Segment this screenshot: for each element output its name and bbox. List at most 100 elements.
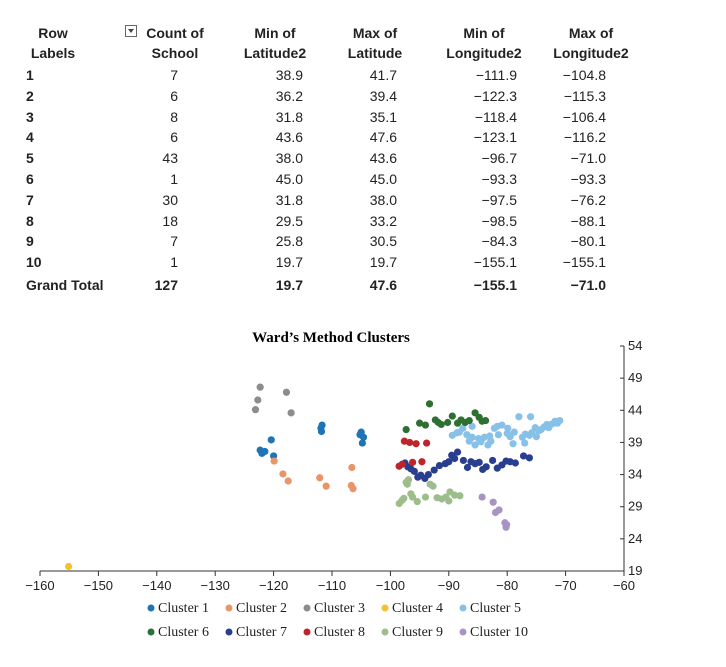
row-label: 5 — [26, 150, 34, 167]
legend-marker — [147, 604, 155, 612]
data-point — [494, 431, 503, 439]
legend-item: Cluster 7 — [225, 625, 287, 640]
x-tick-label: −110 — [318, 578, 346, 593]
row-label: 3 — [26, 108, 34, 125]
data-point — [509, 440, 517, 448]
x-tick-label: −60 — [613, 578, 635, 593]
grand-total-cell: 127 — [154, 277, 178, 293]
table-cell: 38.9 — [275, 67, 303, 83]
data-point — [475, 458, 483, 466]
header-line1: Max of — [352, 25, 398, 41]
row-label: 4 — [26, 129, 34, 146]
header-line1: Min of — [463, 25, 505, 41]
y-tick-label: 54 — [628, 338, 642, 353]
legend-label: Cluster 9 — [392, 625, 443, 640]
data-point — [429, 482, 437, 490]
data-point — [412, 440, 420, 448]
legend-item: Cluster 10 — [459, 625, 528, 640]
row-label: 6 — [26, 171, 34, 187]
data-point — [444, 418, 452, 427]
table-cell: −104.8 — [562, 67, 606, 83]
data-point — [402, 425, 410, 434]
header-line2: Latitude — [347, 45, 403, 61]
table-cell: 38.0 — [369, 191, 397, 208]
legend-marker — [303, 628, 311, 636]
data-point — [519, 452, 528, 460]
data-point — [526, 413, 535, 421]
data-point — [468, 422, 476, 430]
table-cell: 18 — [162, 212, 178, 229]
legend-label: Cluster 2 — [236, 601, 287, 616]
header-line2: Longitude2 — [446, 45, 522, 61]
table-cell: −122.3 — [473, 87, 517, 104]
data-point — [511, 459, 519, 467]
table-cell: 19.7 — [369, 254, 397, 271]
data-point — [410, 467, 418, 475]
table-cell: −155.1 — [473, 254, 517, 271]
table-cell: −98.5 — [481, 212, 517, 229]
data-point — [515, 413, 523, 421]
data-point — [287, 409, 295, 417]
table-cell: −76.2 — [570, 191, 606, 208]
row-label: 7 — [26, 191, 34, 208]
data-point — [503, 521, 511, 529]
table-cell: 45.0 — [369, 171, 397, 187]
data-point — [498, 421, 506, 429]
data-point — [495, 506, 503, 514]
grand-total-label: Grand Total — [26, 277, 104, 293]
x-tick-label: −70 — [555, 578, 577, 593]
table-cell: 45.0 — [275, 171, 303, 187]
data-point — [398, 460, 406, 468]
data-point — [421, 421, 430, 429]
grand-total-cell: −71.0 — [570, 277, 606, 293]
data-point — [408, 493, 417, 501]
header-line1: Max of — [568, 25, 614, 41]
table-cell: 43.6 — [369, 150, 397, 167]
header-line2: School — [151, 45, 199, 61]
legend-marker — [381, 604, 389, 612]
legend-item: Cluster 4 — [381, 601, 443, 616]
data-point — [358, 439, 366, 447]
y-tick-label: 44 — [628, 402, 642, 417]
table-cell: 30.5 — [369, 233, 397, 250]
grand-total-cell: 47.6 — [369, 277, 397, 293]
y-tick-label: 39 — [628, 434, 642, 449]
data-point — [459, 456, 467, 465]
data-point — [413, 497, 421, 506]
table-cell: −84.3 — [481, 233, 517, 250]
data-point — [468, 433, 476, 441]
legend-item: Cluster 9 — [381, 625, 443, 640]
table-cell: 19.7 — [275, 254, 303, 271]
y-tick-label: 24 — [628, 531, 642, 546]
table-cell: 1 — [170, 254, 178, 271]
table-cell: −93.3 — [570, 171, 606, 187]
data-point — [525, 454, 533, 462]
data-point — [445, 497, 453, 505]
data-point — [267, 436, 275, 444]
table-cell: −116.2 — [563, 129, 606, 146]
data-point — [408, 458, 417, 466]
table-cell: −97.5 — [481, 191, 517, 208]
table-cell: 38.0 — [275, 150, 303, 167]
legend-item: Cluster 5 — [459, 601, 521, 616]
data-point — [465, 416, 473, 425]
table-cell: −80.1 — [570, 233, 606, 250]
y-tick-label: 19 — [628, 563, 642, 578]
data-point — [356, 431, 364, 439]
data-point — [448, 412, 456, 420]
x-tick-label: −90 — [438, 578, 460, 593]
pivot-table: Row Labels Count of School Min of Latitude2 Ma… — [0, 0, 726, 300]
x-tick-label: −140 — [142, 578, 171, 593]
table-cell: 31.8 — [275, 191, 303, 208]
data-point — [256, 383, 264, 391]
filter-dropdown-icon[interactable] — [125, 25, 137, 37]
legend-marker — [303, 604, 311, 612]
table-cell: 30 — [162, 191, 178, 208]
legend-label: Cluster 3 — [314, 601, 365, 616]
table-cell: −118.4 — [474, 108, 517, 125]
legend-label: Cluster 10 — [470, 625, 528, 640]
header-line1: Min of — [254, 25, 296, 41]
data-point — [487, 437, 495, 445]
legend-label: Cluster 8 — [314, 625, 365, 640]
data-point — [453, 448, 462, 456]
